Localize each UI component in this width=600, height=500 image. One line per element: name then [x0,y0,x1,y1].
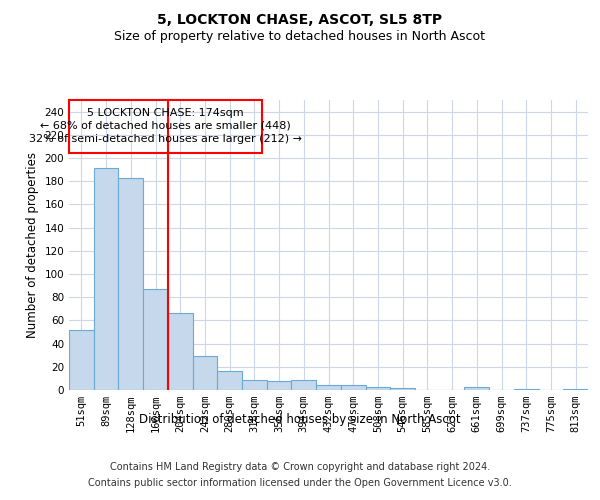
Bar [217,372,242,390]
Text: 5 LOCKTON CHASE: 174sqm: 5 LOCKTON CHASE: 174sqm [87,108,244,118]
Bar [316,386,341,390]
Bar [94,168,118,390]
Bar [267,380,292,390]
Bar [341,386,365,390]
Text: Contains public sector information licensed under the Open Government Licence v3: Contains public sector information licen… [88,478,512,488]
Bar [242,380,267,390]
Bar [514,389,539,390]
Text: Distribution of detached houses by size in North Ascot: Distribution of detached houses by size … [139,412,461,426]
Bar [390,388,415,390]
Text: ← 68% of detached houses are smaller (448): ← 68% of detached houses are smaller (44… [40,121,291,131]
Bar [143,289,168,390]
Bar [193,356,217,390]
Bar [168,314,193,390]
Bar [365,386,390,390]
Text: Size of property relative to detached houses in North Ascot: Size of property relative to detached ho… [115,30,485,43]
Text: 32% of semi-detached houses are larger (212) →: 32% of semi-detached houses are larger (… [29,134,302,143]
Bar [292,380,316,390]
Bar [69,330,94,390]
Text: Contains HM Land Registry data © Crown copyright and database right 2024.: Contains HM Land Registry data © Crown c… [110,462,490,472]
Bar [69,100,262,154]
Bar [563,389,588,390]
Bar [118,178,143,390]
Text: 5, LOCKTON CHASE, ASCOT, SL5 8TP: 5, LOCKTON CHASE, ASCOT, SL5 8TP [157,12,443,26]
Y-axis label: Number of detached properties: Number of detached properties [26,152,39,338]
Bar [464,386,489,390]
